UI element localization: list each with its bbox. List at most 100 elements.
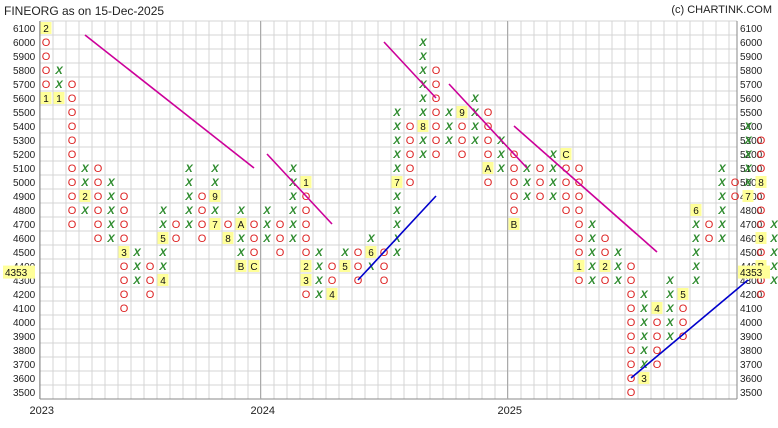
x-mark: X <box>717 163 726 175</box>
o-mark: O <box>68 219 77 231</box>
o-mark: O <box>562 205 571 217</box>
o-mark: O <box>328 275 337 287</box>
support-trendline <box>357 195 437 281</box>
o-mark: O <box>601 233 610 245</box>
month-label: 9 <box>459 108 465 119</box>
o-mark: O <box>68 79 77 91</box>
y-tick-label-right: 5800 <box>740 66 763 77</box>
month-label-bg <box>651 302 663 314</box>
x-mark: X <box>522 163 531 175</box>
y-tick-label-right: 5700 <box>740 80 763 91</box>
x-mark: X <box>470 107 479 119</box>
o-mark: O <box>380 247 389 259</box>
o-mark: O <box>627 303 636 315</box>
month-label-bg <box>677 288 689 300</box>
x-mark: X <box>769 275 778 287</box>
x-mark: X <box>314 261 323 273</box>
month-label: 7 <box>394 178 400 189</box>
o-mark: O <box>458 121 467 133</box>
x-mark: X <box>496 149 505 161</box>
o-mark: O <box>653 345 662 357</box>
x-mark: X <box>665 317 674 329</box>
x-mark: X <box>548 163 557 175</box>
x-mark: X <box>392 163 401 175</box>
month-label-bg <box>53 92 65 104</box>
o-mark: O <box>42 79 51 91</box>
o-mark: O <box>250 247 259 259</box>
month-label: 2 <box>82 192 88 203</box>
last-price-right: 4353 <box>740 268 763 279</box>
x-mark: X <box>392 121 401 133</box>
x-mark: X <box>392 107 401 119</box>
o-mark: O <box>731 191 740 203</box>
o-mark: O <box>536 191 545 203</box>
o-mark: O <box>68 107 77 119</box>
x-mark: X <box>392 191 401 203</box>
y-tick-label-right: 4000 <box>740 318 763 329</box>
y-tick-label-left: 5900 <box>13 52 36 63</box>
o-mark: O <box>120 219 129 231</box>
o-mark: O <box>484 149 493 161</box>
x-mark: X <box>210 205 219 217</box>
last-price-bg-right <box>738 265 770 279</box>
x-mark: X <box>418 135 427 147</box>
o-mark: O <box>146 275 155 287</box>
x-mark: X <box>236 233 245 245</box>
x-mark: X <box>288 205 297 217</box>
o-mark: O <box>458 135 467 147</box>
x-mark: X <box>106 191 115 203</box>
x-mark: X <box>80 205 89 217</box>
x-mark: X <box>717 219 726 231</box>
o-mark: O <box>536 177 545 189</box>
resistance-trendline <box>383 41 437 99</box>
month-label: 4 <box>329 290 335 301</box>
x-mark: X <box>691 233 700 245</box>
month-label: A <box>238 220 245 231</box>
o-mark: O <box>302 233 311 245</box>
y-tick-label-right: 5400 <box>740 122 763 133</box>
y-tick-label-right: 4500 <box>740 248 763 259</box>
x-mark: X <box>184 219 193 231</box>
x-mark: X <box>418 51 427 63</box>
month-label: 8 <box>420 122 426 133</box>
month-label-bg <box>638 372 650 384</box>
o-mark: O <box>406 121 415 133</box>
month-label-bg <box>755 232 767 244</box>
o-mark: O <box>198 205 207 217</box>
resistance-trendline <box>513 125 658 253</box>
x-mark: X <box>743 135 752 147</box>
support-trendline <box>630 279 749 379</box>
o-mark: O <box>627 275 636 287</box>
x-mark: X <box>392 149 401 161</box>
o-mark: O <box>302 247 311 259</box>
o-mark: O <box>250 219 259 231</box>
x-mark: X <box>184 191 193 203</box>
o-mark: O <box>627 289 636 301</box>
y-tick-label-left: 3700 <box>13 360 36 371</box>
o-mark: O <box>94 191 103 203</box>
x-mark: X <box>184 177 193 189</box>
o-mark: O <box>627 345 636 357</box>
o-mark: O <box>42 65 51 77</box>
month-label-bg <box>79 190 91 202</box>
x-mark: X <box>314 275 323 287</box>
y-tick-label-right: 5900 <box>740 52 763 63</box>
x-mark: X <box>522 177 531 189</box>
x-mark: X <box>418 93 427 105</box>
month-label: 4 <box>654 304 660 315</box>
y-tick-label-left: 3900 <box>13 332 36 343</box>
y-tick-label-left: 5300 <box>13 136 36 147</box>
month-label-bg <box>690 204 702 216</box>
month-label-bg <box>118 246 130 258</box>
x-mark: X <box>158 261 167 273</box>
month-label: 5 <box>342 262 348 273</box>
o-mark: O <box>601 247 610 259</box>
x-mark: X <box>717 233 726 245</box>
y-tick-label-right: 4200 <box>740 290 763 301</box>
o-mark: O <box>432 149 441 161</box>
x-mark: X <box>132 247 141 259</box>
o-mark: O <box>380 275 389 287</box>
x-mark: X <box>392 135 401 147</box>
x-mark: X <box>691 275 700 287</box>
o-mark: O <box>94 219 103 231</box>
